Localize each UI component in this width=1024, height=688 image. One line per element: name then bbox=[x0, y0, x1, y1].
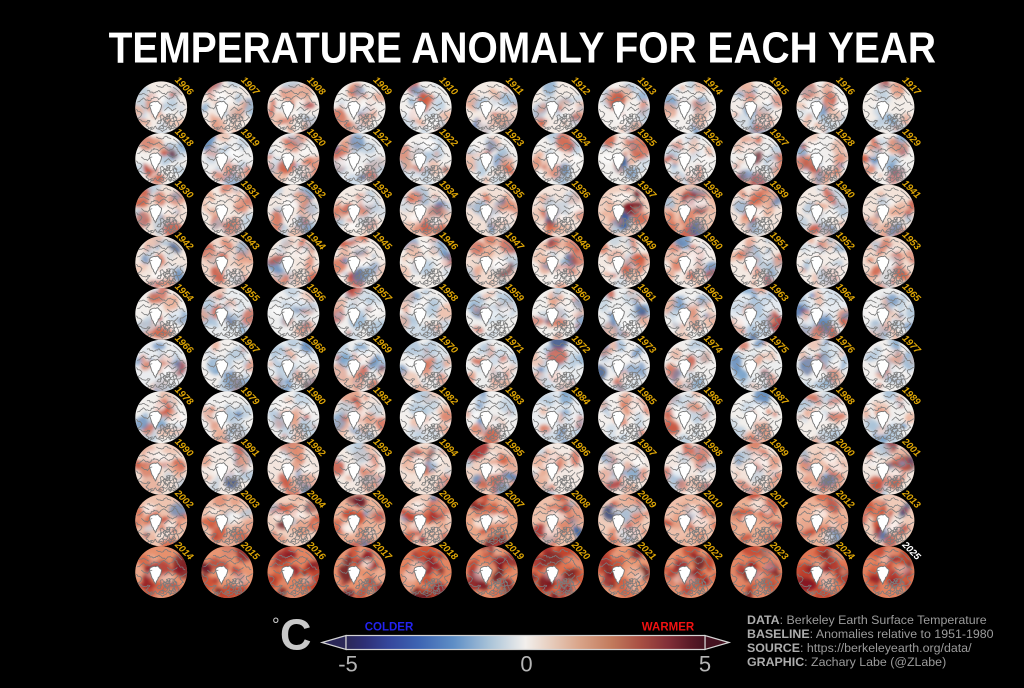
svg-text:0: 0 bbox=[520, 652, 532, 677]
svg-text:TEMPERATURE ANOMALY FOR EACH Y: TEMPERATURE ANOMALY FOR EACH YEAR bbox=[109, 24, 936, 73]
svg-text:BASELINE: Anomalies relative t: BASELINE: Anomalies relative to 1951-198… bbox=[747, 627, 994, 641]
svg-text:COLDER: COLDER bbox=[365, 622, 414, 634]
svg-text:DATA: Berkeley Earth Surface T: DATA: Berkeley Earth Surface Temperature bbox=[747, 613, 987, 627]
svg-text:GRAPHIC: Zachary Labe (@ZLabe): GRAPHIC: Zachary Labe (@ZLabe) bbox=[747, 655, 946, 669]
svg-text:SOURCE: https://berkeleyearth.: SOURCE: https://berkeleyearth.org/data/ bbox=[747, 641, 972, 655]
svg-text:C: C bbox=[280, 612, 311, 660]
svg-text:-5: -5 bbox=[338, 652, 358, 677]
svg-text:WARMER: WARMER bbox=[642, 622, 695, 634]
svg-text:°: ° bbox=[272, 615, 280, 636]
svg-text:5: 5 bbox=[699, 652, 711, 677]
